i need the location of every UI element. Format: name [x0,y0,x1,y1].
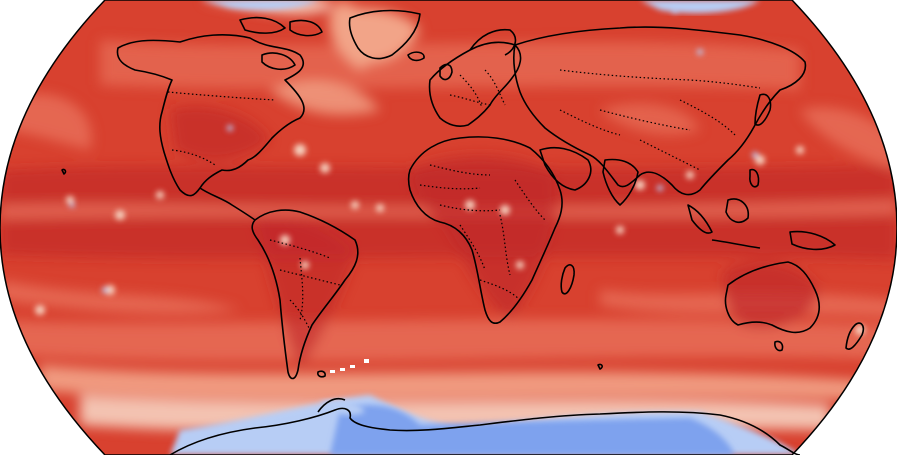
philippines-coast [749,168,760,188]
asia-coast [513,26,807,196]
antarctica-field [170,395,800,455]
new-zealand-coast [845,322,865,350]
europe-coast [428,41,522,127]
java-coast [711,239,761,249]
arabia-coast [539,146,592,191]
india-coast [602,158,639,206]
greenland-coast [348,9,421,60]
country-borders [167,69,761,331]
japan-coast [754,93,772,126]
asia-borders [559,69,761,171]
us-canada-border [167,91,276,101]
madagascar-coast [560,264,575,295]
antarctic-peninsula-coast [317,397,346,413]
sumatra-coast [687,204,713,234]
europe-borders [449,69,506,109]
north-america-coast [116,34,305,197]
borneo-coast [725,198,750,224]
iceland-coast [407,51,425,62]
arctic-cold-patches [200,0,760,14]
south-sandwich-islands [330,359,369,373]
kerguelen-coast [597,363,603,370]
new-guinea-coast [789,230,836,251]
australia-coast [724,261,820,334]
central-america-coast [199,187,256,221]
british-isles-coast [439,63,453,81]
falklands-coast [317,370,326,378]
antarctica-coast [169,407,801,455]
tasmania-coast [774,340,784,352]
coastlines [61,9,865,455]
south-america-coast [251,209,359,380]
arctic-islands-coast [239,16,323,71]
scandinavia-coast [469,28,517,56]
hawaii-coast [61,168,67,175]
us-mexico-border [171,149,216,166]
africa-coast [407,136,563,325]
